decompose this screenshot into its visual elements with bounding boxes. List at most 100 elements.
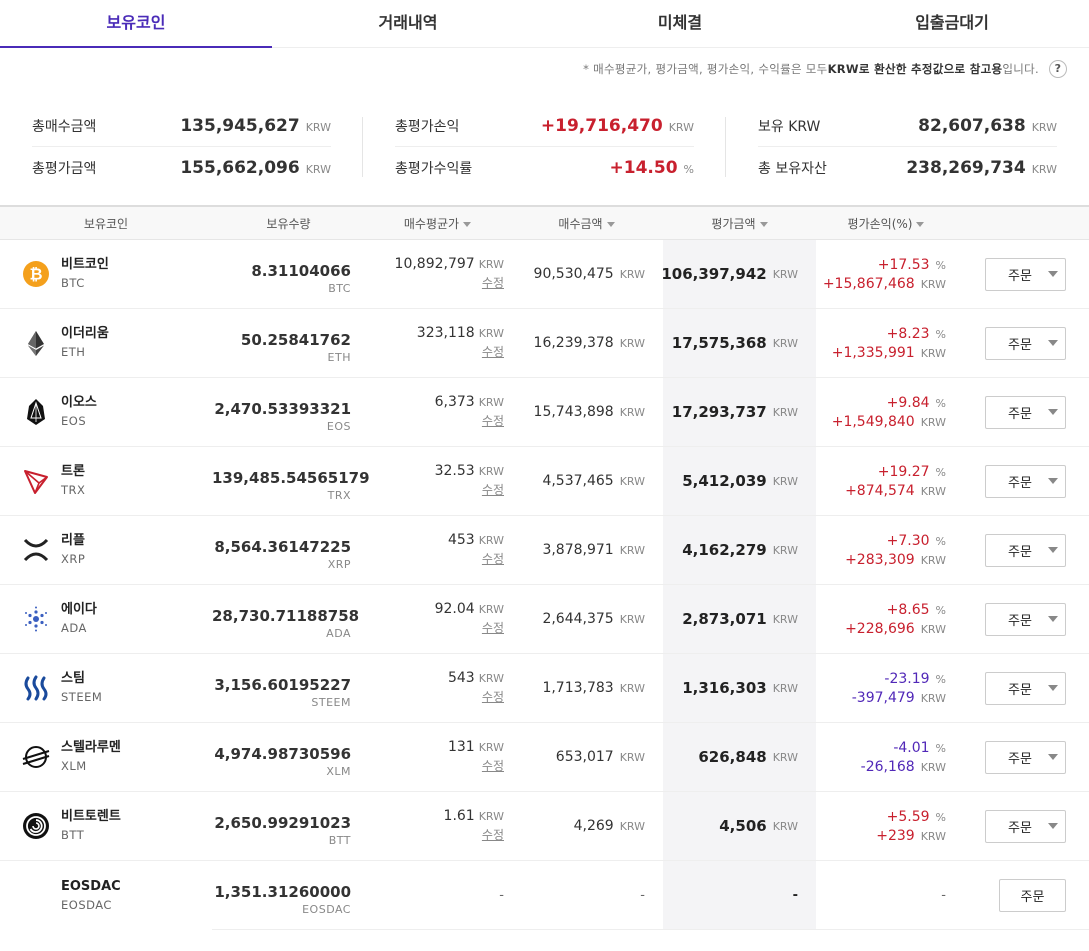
unit-label: KRW [920, 485, 946, 498]
avg-cell: 323,118 KRW 수정 [365, 309, 510, 377]
pl-rate: +5.59 [886, 809, 930, 825]
edit-avg-link[interactable]: 수정 [481, 345, 504, 359]
order-dropdown-button[interactable]: 주문 [985, 602, 1066, 636]
coin-symbol: ADA [61, 621, 87, 635]
col-pl[interactable]: 평가손익(%) [816, 215, 956, 232]
tab-pending-transfers[interactable]: 입출금대기 [915, 13, 989, 32]
svg-text:₿: ₿ [29, 265, 42, 284]
empty-dash: - [941, 887, 946, 903]
avg-cell: 1.61 KRW 수정 [365, 792, 510, 860]
order-dropdown-button[interactable]: 주문 [985, 257, 1066, 291]
qty-cell: 8.31104066 BTC [212, 240, 365, 308]
coin-cell[interactable]: 스팀 STEEM [0, 654, 212, 722]
coin-symbol: TRX [61, 483, 86, 497]
order-dropdown-button[interactable]: 주문 [985, 326, 1066, 360]
qty-cell: 4,974.98730596 XLM [212, 723, 365, 791]
edit-avg-link[interactable]: 수정 [481, 276, 504, 290]
coin-cell[interactable]: 트론 TRX [0, 447, 212, 515]
eval-cell: 17,575,368 KRW [663, 309, 816, 377]
coin-cell[interactable]: 스텔라루멘 XLM [0, 723, 212, 791]
pct-label: % [935, 328, 946, 341]
eval-value: 4,506 [719, 817, 767, 835]
coin-name: 스텔라루멘 [61, 740, 121, 755]
coin-cell[interactable]: 이더리움 ETH [0, 309, 212, 377]
coin-cell[interactable]: EOSDAC EOSDAC [0, 861, 212, 930]
order-dropdown-button[interactable]: 주문 [985, 671, 1066, 705]
tab-history[interactable]: 거래내역 [378, 13, 438, 32]
unit-label: KRW [920, 830, 946, 843]
coin-cell[interactable]: 이오스 EOS [0, 378, 212, 446]
order-dropdown-button[interactable]: 주문 [985, 395, 1066, 429]
unit-label: KRW [772, 405, 798, 419]
avg-value: 131 [447, 739, 475, 755]
pl-amount: -397,479 [851, 690, 915, 706]
pl-amount: +283,309 [845, 552, 915, 568]
table-row: EOSDAC EOSDAC 1,351.31260000 EOSDAC - - … [0, 861, 1089, 930]
unit-label: KRW [305, 120, 331, 134]
edit-avg-link[interactable]: 수정 [481, 690, 504, 704]
eval-cell: 2,873,071 KRW [663, 585, 816, 653]
order-dropdown-button[interactable]: 주문 [985, 464, 1066, 498]
order-dropdown-button[interactable]: 주문 [985, 809, 1066, 843]
col-eval[interactable]: 평가금액 [663, 215, 816, 232]
edit-avg-link[interactable]: 수정 [481, 621, 504, 635]
coin-cell[interactable]: 비트토렌트 BTT [0, 792, 212, 860]
edit-avg-link[interactable]: 수정 [481, 483, 504, 497]
pl-rate: +17.53 [877, 257, 930, 273]
unit-label: KRW [478, 396, 504, 409]
avg-value: 453 [447, 532, 475, 548]
pl-amount: +239 [876, 828, 915, 844]
caret-down-icon [1047, 823, 1058, 829]
col-avg[interactable]: 매수평균가 [365, 215, 510, 232]
unit-label: KRW [920, 692, 946, 705]
total-pl-label: 총평가손익 [395, 118, 460, 135]
tab-open-orders[interactable]: 미체결 [657, 13, 703, 32]
pct-label: % [935, 535, 946, 548]
pl-rate: +9.84 [886, 395, 930, 411]
pct-label: % [683, 163, 694, 176]
pl-cell: -4.01% -26,168 KRW [816, 723, 956, 791]
avg-value: 543 [447, 670, 475, 686]
edit-avg-link[interactable]: 수정 [481, 414, 504, 428]
buy-value: 90,530,475 [533, 266, 614, 282]
buy-cell: 2,644,375 KRW [510, 585, 663, 653]
unit-label: KRW [920, 278, 946, 291]
col-avg-label: 매수평균가 [403, 216, 460, 231]
pct-label: % [935, 604, 946, 617]
order-label: 주문 [1020, 889, 1045, 905]
avg-cell: 453 KRW 수정 [365, 516, 510, 584]
coin-cell[interactable]: 리플 XRP [0, 516, 212, 584]
pl-rate: +19.27 [877, 464, 930, 480]
steem-icon [22, 674, 50, 702]
action-cell: 주문 [956, 309, 1089, 377]
coin-symbol: STEEM [61, 690, 103, 704]
qty-cell: 3,156.60195227 STEEM [212, 654, 365, 722]
action-cell: 주문 [956, 240, 1089, 308]
pl-cell: +8.65% +228,696 KRW [816, 585, 956, 653]
table-row: 비트토렌트 BTT 2,650.99291023 BTT 1.61 KRW 수정 … [0, 792, 1089, 861]
unit-label: KRW [772, 612, 798, 626]
edit-avg-link[interactable]: 수정 [481, 552, 504, 566]
notice-bold: KRW로 환산한 추정값으로 참고용 [827, 62, 1003, 76]
pct-label: % [935, 673, 946, 686]
edit-avg-link[interactable]: 수정 [481, 828, 504, 842]
coin-name: 리플 [61, 533, 85, 548]
coin-symbol: BTT [61, 828, 85, 842]
coin-cell[interactable]: ₿ 비트코인 BTC [0, 240, 212, 308]
unit-label: KRW [619, 819, 645, 833]
order-dropdown-button[interactable]: 주문 [985, 533, 1066, 567]
tron-icon [22, 467, 50, 495]
col-buy[interactable]: 매수금액 [510, 215, 663, 232]
tab-holdings[interactable]: 보유코인 [0, 0, 272, 48]
eval-value: 2,873,071 [682, 610, 767, 628]
coin-cell[interactable]: 에이다 ADA [0, 585, 212, 653]
help-icon[interactable]: ? [1049, 60, 1067, 78]
edit-avg-link[interactable]: 수정 [481, 759, 504, 773]
order-dropdown-button[interactable]: 주문 [985, 740, 1066, 774]
qty-value: 2,650.99291023 [214, 814, 351, 832]
unit-label: KRW [619, 405, 645, 419]
avg-cell: 131 KRW 수정 [365, 723, 510, 791]
unit-label: KRW [478, 327, 504, 340]
pl-rate: -4.01 [893, 740, 930, 756]
order-button[interactable]: 주문 [999, 878, 1066, 912]
